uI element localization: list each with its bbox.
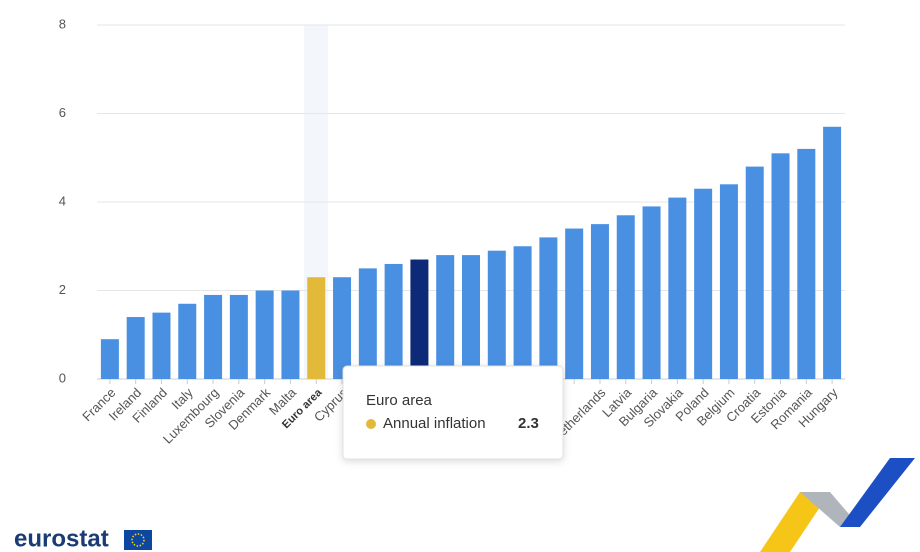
bar — [204, 294, 223, 379]
bar — [771, 153, 790, 379]
eu-stars — [131, 533, 145, 547]
tooltip-box — [342, 365, 564, 460]
eu-flag — [124, 530, 152, 550]
bar — [100, 339, 119, 379]
y-tick-label: 6 — [59, 105, 66, 120]
bar — [358, 268, 377, 379]
bar — [745, 166, 764, 379]
y-tick-label: 0 — [59, 370, 66, 385]
decor-grey — [800, 492, 860, 527]
bar — [694, 188, 713, 379]
bar — [152, 312, 171, 379]
bar — [281, 290, 300, 379]
bar — [178, 303, 197, 379]
tooltip-value: 2.3 — [518, 415, 539, 432]
logo: eurostat — [14, 525, 109, 552]
decor-blue — [840, 458, 915, 527]
bar — [719, 184, 738, 379]
y-tick-label: 4 — [59, 193, 66, 208]
bar — [255, 290, 274, 379]
decor-yellow — [760, 492, 830, 552]
tooltip-title: Euro area — [366, 392, 433, 409]
tooltip: Euro area Annual inflation 2.3 — [342, 365, 564, 460]
bar — [384, 263, 403, 379]
bar — [462, 255, 480, 379]
bar — [410, 259, 429, 379]
bar — [333, 277, 352, 379]
bar — [616, 215, 635, 379]
tooltip-series: Annual inflation — [383, 415, 486, 432]
bar — [126, 317, 145, 379]
y-tick-label: 8 — [59, 16, 66, 31]
bar — [797, 148, 816, 379]
bar — [642, 206, 661, 379]
bar — [668, 197, 687, 379]
bar — [513, 246, 532, 379]
bar — [229, 294, 248, 379]
bar — [436, 255, 455, 379]
bar — [823, 126, 842, 380]
bar — [539, 237, 558, 379]
bar — [590, 224, 609, 379]
bar — [307, 277, 326, 379]
y-tick-label: 2 — [59, 282, 66, 297]
bar — [565, 228, 584, 379]
bar — [487, 250, 506, 379]
tooltip-dot — [366, 419, 376, 429]
